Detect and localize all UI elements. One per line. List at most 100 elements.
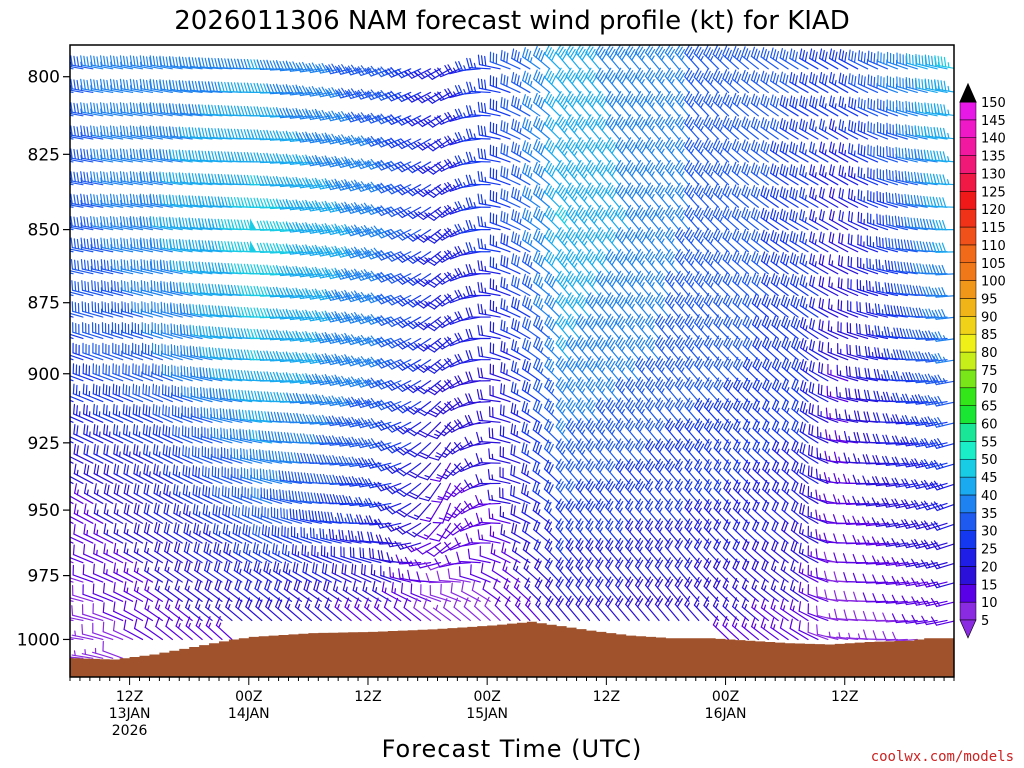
wind-barb: [625, 114, 640, 140]
y-tick-label: 900: [28, 365, 60, 385]
colorbar-swatch: [959, 369, 977, 389]
wind-barb: [184, 560, 203, 583]
wind-barb: [634, 438, 650, 464]
wind-barb: [73, 463, 94, 485]
wind-barb: [80, 125, 104, 140]
wind-barb: [459, 566, 481, 583]
wind-barb: [465, 533, 491, 544]
wind-barb: [664, 478, 680, 505]
colorbar-swatch: [959, 441, 977, 460]
wind-barb: [487, 469, 511, 485]
wind-barb: [555, 137, 571, 163]
wind-barb: [200, 406, 223, 423]
wind-barb: [132, 363, 154, 382]
wind-barb: [585, 45, 601, 70]
wind-barb: [139, 193, 163, 208]
wind-barb: [129, 171, 154, 186]
wind-barb: [565, 67, 581, 94]
wind-barb: [664, 418, 680, 444]
wind-barb: [654, 67, 670, 94]
wind-barb: [585, 114, 601, 140]
wind-barb: [544, 91, 561, 117]
wind-barb: [487, 489, 511, 505]
wind-barb: [133, 561, 154, 583]
wind-barb: [585, 397, 601, 423]
wind-barb: [644, 518, 660, 544]
wind-barb: [664, 292, 680, 318]
wind-barb: [164, 541, 183, 564]
wind-barb: [674, 292, 690, 318]
wind-barb: [82, 403, 104, 423]
wind-barb: [223, 541, 243, 564]
wind-barb: [585, 91, 601, 117]
wind-barb: [72, 544, 94, 564]
colorbar-swatch: [959, 423, 977, 442]
wind-barb: [595, 498, 610, 524]
wind-barb: [144, 598, 163, 622]
wind-barb: [70, 177, 84, 186]
wind-barb: [654, 182, 670, 208]
wind-barb: [129, 125, 154, 140]
wind-barb: [565, 292, 581, 318]
wind-barb: [625, 45, 640, 70]
wind-barb: [212, 504, 233, 524]
colorbar-label: 5: [981, 614, 989, 629]
wind-barb: [625, 204, 640, 231]
wind-barb: [70, 577, 84, 583]
colorbar-label: 135: [981, 150, 1006, 165]
credit-text[interactable]: coolwx.com/models: [871, 749, 1014, 765]
wind-barb: [110, 237, 134, 253]
wind-barb: [72, 564, 94, 583]
wind-barb: [70, 125, 94, 140]
x-tick-label: 00Z: [473, 689, 500, 705]
wind-barb: [139, 102, 163, 117]
wind-barb: [231, 466, 253, 485]
wind-barb: [113, 581, 134, 602]
wind-barb: [144, 617, 163, 641]
colorbar-label: 140: [981, 132, 1006, 147]
wind-barb: [674, 182, 690, 208]
colorbar-swatch: [959, 244, 977, 264]
wind-barb: [92, 647, 114, 659]
wind-barb: [268, 450, 293, 464]
wind-barb: [644, 397, 660, 423]
wind-barb: [123, 483, 144, 505]
wind-barb: [72, 322, 94, 340]
wind-barb: [70, 411, 84, 423]
wind-barb: [605, 248, 620, 275]
wind-barb: [120, 258, 144, 275]
wind-barb: [103, 443, 124, 464]
wind-barb: [575, 438, 591, 464]
wind-barb: [930, 560, 954, 570]
colorbar-label: 10: [981, 596, 998, 611]
wind-barb: [123, 619, 144, 641]
wind-barb: [664, 137, 680, 163]
wind-barb: [585, 376, 601, 403]
wind-barb: [674, 45, 690, 70]
wind-barb: [634, 159, 650, 186]
wind-barb: [575, 397, 591, 423]
wind-barb: [654, 226, 670, 253]
wind-barb: [172, 483, 193, 505]
wind-barb: [70, 656, 84, 659]
wind-barb: [930, 459, 954, 470]
colorbar-swatch: [959, 119, 977, 138]
wind-barb: [470, 564, 491, 583]
wind-barb: [465, 242, 491, 253]
wind-barb: [585, 270, 601, 297]
wind-barb: [565, 226, 581, 253]
wind-barb: [634, 397, 650, 423]
wind-barb: [154, 579, 173, 602]
wind-barb: [615, 159, 630, 186]
wind-barb: [295, 108, 322, 120]
wind-barb: [132, 383, 154, 403]
wind-barb: [575, 313, 591, 340]
wind-barb: [73, 483, 94, 505]
wind-barb: [120, 280, 144, 297]
colorbar-label: 70: [981, 382, 998, 397]
wind-barb: [133, 599, 154, 622]
wind-barb: [93, 523, 114, 544]
wind-barb: [807, 622, 829, 641]
wind-barb: [80, 258, 104, 275]
wind-barb: [634, 376, 650, 403]
